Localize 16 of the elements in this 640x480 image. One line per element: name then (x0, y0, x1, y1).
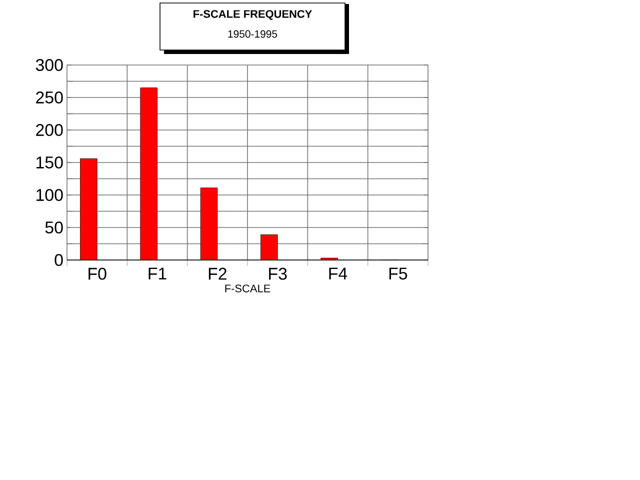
x-tick-label: F1 (148, 268, 166, 280)
y-tick-label: 150 (36, 156, 63, 168)
y-tick-label: 0 (54, 254, 63, 266)
y-tick-label: 200 (36, 124, 63, 136)
x-tick-label: F4 (329, 268, 348, 280)
x-tick-label: F3 (269, 268, 287, 280)
x-tick-label: F0 (88, 268, 106, 280)
chart-subtitle: 1950-1995 (228, 30, 278, 38)
x-axis-title: F-SCALE (225, 284, 270, 292)
y-tick-label: 250 (36, 91, 63, 104)
x-tick-label: F2 (208, 268, 226, 280)
y-tick-label: 300 (36, 58, 63, 71)
y-tick-label: 100 (36, 188, 63, 201)
chart-title: F-SCALE FREQUENCY (194, 10, 312, 20)
x-tick-label: F5 (389, 268, 408, 280)
y-tick-label: 50 (45, 221, 63, 234)
